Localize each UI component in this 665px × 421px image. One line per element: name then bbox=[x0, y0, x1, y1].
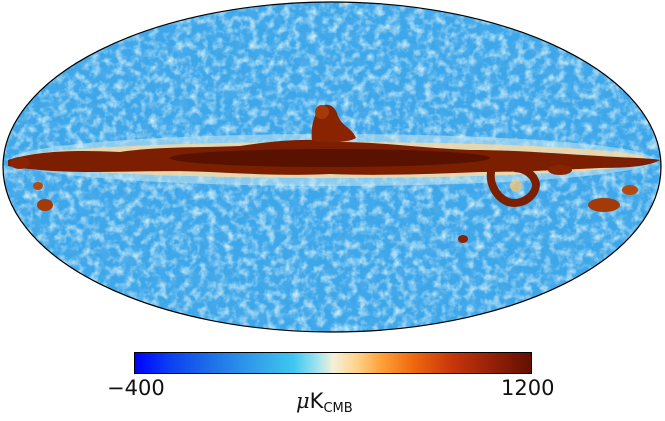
plume-knot bbox=[315, 105, 329, 119]
clump-south bbox=[458, 235, 468, 243]
loop-center bbox=[510, 180, 522, 192]
unit-main: K bbox=[309, 389, 324, 413]
sky-map bbox=[2, 1, 662, 333]
galactic-core bbox=[170, 149, 490, 167]
clump-right-lower bbox=[588, 198, 620, 212]
sky-field bbox=[3, 2, 661, 332]
clump-west-edge bbox=[10, 157, 30, 169]
unit-subscript: CMB bbox=[323, 401, 353, 416]
clump-left bbox=[33, 182, 43, 190]
cygnus-loop bbox=[486, 164, 541, 207]
map-outline bbox=[2, 1, 662, 333]
colorbar-unit-label: μKCMB bbox=[296, 389, 353, 421]
clump-east bbox=[548, 165, 572, 175]
mollweide-map bbox=[2, 1, 662, 333]
colorbar-max-label: 1200 bbox=[501, 376, 555, 400]
clump-right-edge bbox=[622, 185, 638, 195]
colorbar bbox=[134, 352, 532, 374]
colorbar-gradient bbox=[134, 352, 532, 374]
clump-left-lower bbox=[37, 199, 53, 211]
unit-prefix: μ bbox=[296, 389, 310, 413]
colorbar-min-label: −400 bbox=[107, 376, 165, 400]
